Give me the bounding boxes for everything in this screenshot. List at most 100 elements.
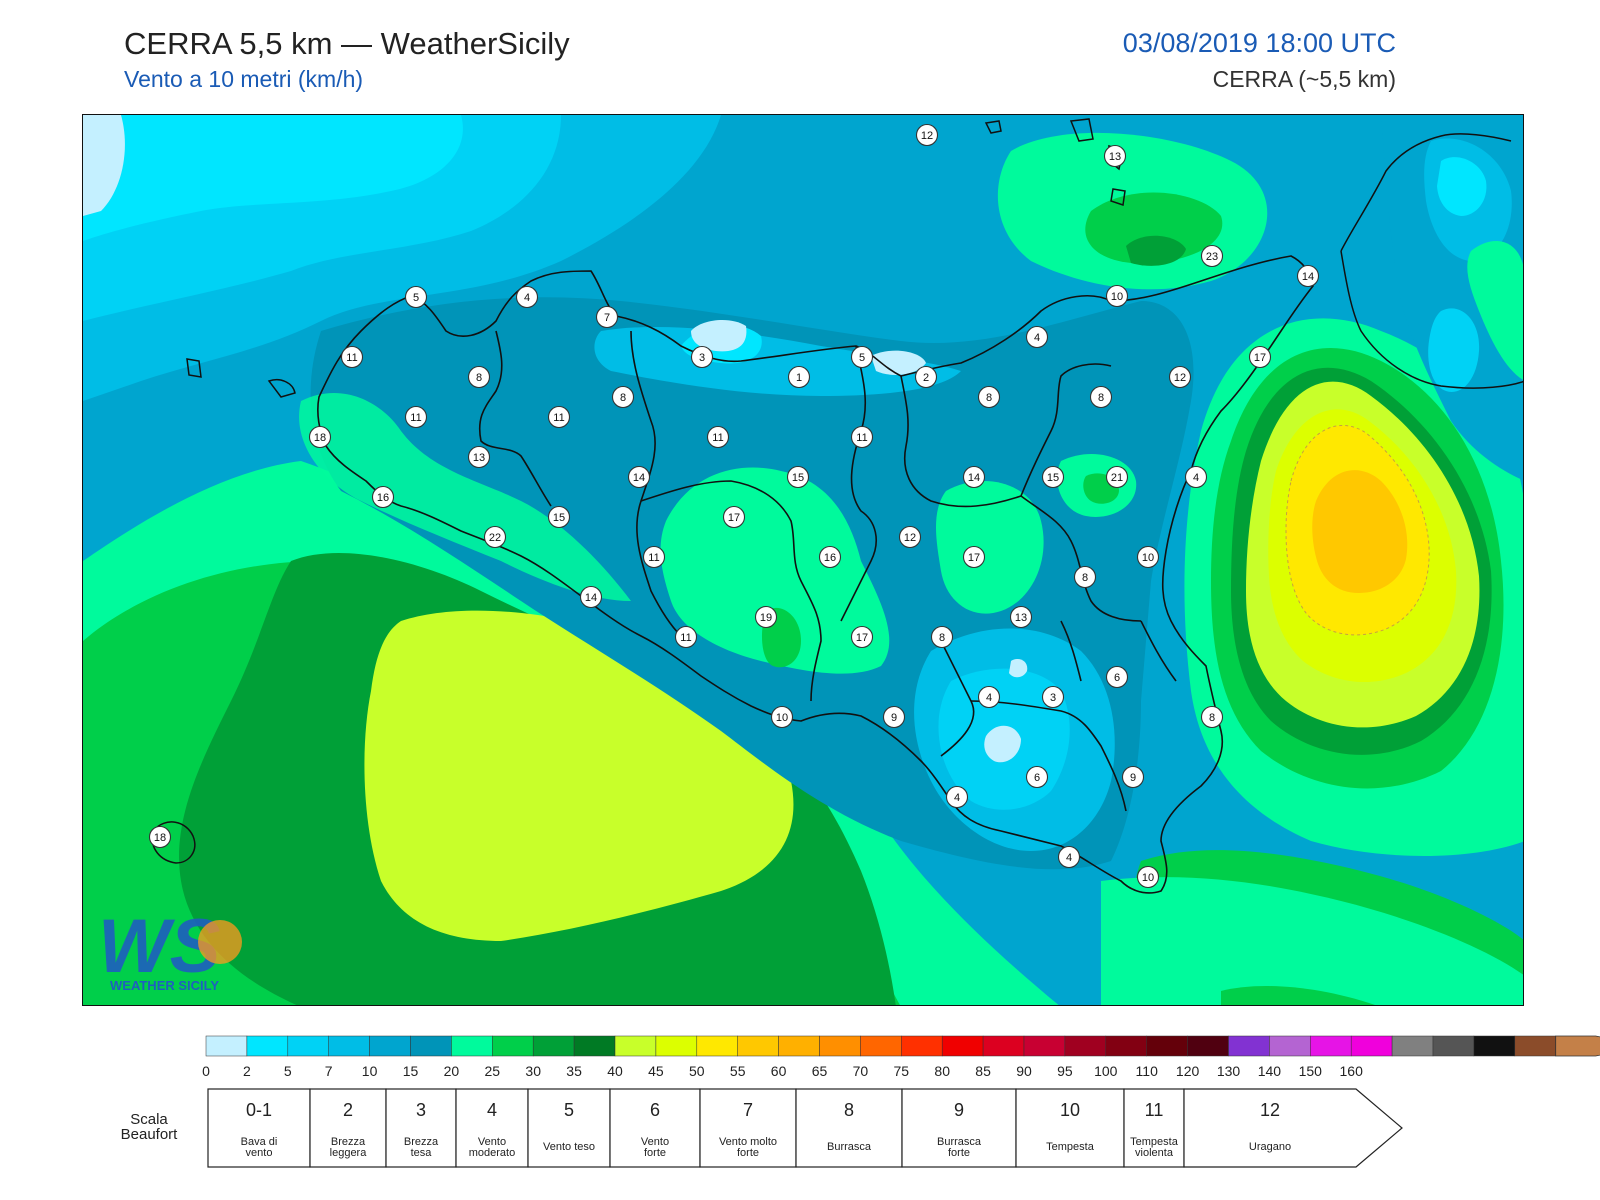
- wind-speed-marker: 10: [770, 705, 794, 729]
- wind-speed-value: 10: [1142, 552, 1154, 564]
- wind-marker-circle: [404, 285, 428, 309]
- wind-speed-marker: 13: [1009, 605, 1033, 629]
- wind-marker-circle: [1184, 465, 1208, 489]
- beaufort-cell: 6 Vento forte: [609, 1088, 701, 1168]
- wind-marker-circle: [1136, 545, 1160, 569]
- wind-speed-marker: 11: [340, 345, 364, 369]
- colorbar-tick-label: 70: [853, 1063, 869, 1079]
- wind-speed-value: 16: [377, 492, 389, 504]
- colorbar-tick-label: 20: [444, 1063, 460, 1079]
- wind-speed-value: 8: [1082, 572, 1088, 584]
- wind-speed-value: 11: [346, 352, 357, 364]
- wind-marker-circle: [515, 285, 539, 309]
- wind-marker-circle: [1103, 144, 1127, 168]
- wind-speed-value: 12: [921, 130, 933, 142]
- wind-marker-circle: [1041, 465, 1065, 489]
- wind-speed-value: 8: [1209, 712, 1215, 724]
- wind-speed-marker: 4: [1057, 845, 1081, 869]
- wind-marker-circle: [1009, 605, 1033, 629]
- wind-speed-marker: 11: [547, 405, 571, 429]
- wind-speed-marker: 16: [371, 485, 395, 509]
- wind-marker-circle: [1200, 244, 1224, 268]
- wind-marker-circle: [850, 425, 874, 449]
- wind-speed-value: 17: [968, 552, 980, 564]
- wind-speed-marker: 5: [850, 345, 874, 369]
- wind-speed-marker: 11: [706, 425, 730, 449]
- wind-marker-circle: [962, 465, 986, 489]
- beaufort-cell: 0-1 Bava di vento: [207, 1088, 311, 1168]
- wind-speed-marker: 15: [547, 505, 571, 529]
- wind-speed-marker: 10: [1136, 865, 1160, 889]
- colorbar-cell: [451, 1035, 493, 1057]
- colorbar-tick-label: 5: [284, 1063, 292, 1079]
- wind-marker-circle: [1041, 685, 1065, 709]
- wind-speed-value: 11: [712, 432, 723, 444]
- wind-speed-value: 4: [986, 692, 992, 704]
- beaufort-description: Uragano: [1249, 1141, 1291, 1153]
- beaufort-cell: 2 Brezza leggera: [309, 1088, 387, 1168]
- colorbar-tick-label: 130: [1217, 1063, 1241, 1079]
- colorbar-cell: [1514, 1035, 1556, 1057]
- beaufort-cell: 8 Burrasca: [795, 1088, 903, 1168]
- wind-speed-marker: 8: [1200, 705, 1224, 729]
- colorbar-tick-label: 0: [202, 1063, 210, 1079]
- wind-marker-circle: [690, 345, 714, 369]
- beaufort-cell: 4 Vento moderato: [455, 1088, 529, 1168]
- wind-speed-marker: 9: [882, 705, 906, 729]
- beaufort-description: Burrasca: [827, 1141, 872, 1153]
- weathersicily-logo: WS WEATHER SICILY: [96, 898, 256, 998]
- colorbar-tick-label: 110: [1136, 1063, 1159, 1079]
- wind-speed-marker: 4: [1025, 325, 1049, 349]
- wind-speed-value: 23: [1206, 251, 1218, 263]
- beaufort-number: 7: [743, 1100, 753, 1120]
- wind-marker-circle: [1121, 765, 1145, 789]
- colorbar-cell: [1228, 1035, 1270, 1057]
- wind-speed-value: 12: [904, 532, 916, 544]
- wind-marker-circle: [404, 405, 428, 429]
- wind-speed-marker: 11: [674, 625, 698, 649]
- wind-speed-value: 15: [553, 512, 565, 524]
- colorbar-tick-label: 45: [648, 1063, 664, 1079]
- wind-speed-marker: 17: [850, 625, 874, 649]
- colorbar-tick-label: 30: [525, 1063, 541, 1079]
- wind-marker-circle: [1105, 284, 1129, 308]
- wind-marker-circle: [1025, 325, 1049, 349]
- wind-speed-value: 10: [1111, 291, 1123, 303]
- wind-speed-value: 14: [585, 592, 597, 604]
- colorbar-cell: [696, 1035, 738, 1057]
- wind-marker-circle: [930, 625, 954, 649]
- wind-marker-circle: [915, 123, 939, 147]
- wind-marker-circle: [1168, 365, 1192, 389]
- wind-marker-circle: [595, 305, 619, 329]
- wind-map[interactable]: 12 13 23 14 10 5 4 7 4 11 3 5 17 8 1 2 12 8 8 8 11 11 18 11 11 13…: [82, 114, 1524, 1006]
- wind-speed-marker: 13: [1103, 144, 1127, 168]
- wind-marker-circle: [945, 785, 969, 809]
- beaufort-cell: 7 Vento molto forte: [699, 1088, 797, 1168]
- wind-speed-value: 9: [891, 712, 897, 724]
- beaufort-scale-label: Scala Beaufort: [120, 1111, 178, 1143]
- wind-speed-marker: 8: [1089, 385, 1113, 409]
- wind-speed-marker: 18: [308, 425, 332, 449]
- wind-marker-circle: [467, 365, 491, 389]
- colorbar-arrow: [1555, 1035, 1600, 1057]
- wind-speed-value: 11: [410, 412, 421, 424]
- wind-speed-marker: 8: [930, 625, 954, 649]
- wind-speed-marker: 11: [404, 405, 428, 429]
- wind-speed-marker: 4: [1184, 465, 1208, 489]
- wind-marker-circle: [1248, 345, 1272, 369]
- colorbar-tick-label: 40: [607, 1063, 623, 1079]
- wind-speed-marker: 17: [1248, 345, 1272, 369]
- wind-marker-circle: [962, 545, 986, 569]
- colorbar-tick-label: 7: [325, 1063, 333, 1079]
- colorbar-cell: [410, 1035, 452, 1057]
- wind-speed-value: 18: [314, 432, 326, 444]
- wind-speed-value: 13: [473, 452, 485, 464]
- wind-marker-circle: [977, 685, 1001, 709]
- wind-marker-circle: [371, 485, 395, 509]
- wind-marker-circle: [148, 825, 172, 849]
- wind-speed-value: 10: [776, 712, 788, 724]
- wind-speed-value: 6: [1034, 772, 1040, 784]
- colorbar-cell: [655, 1035, 698, 1057]
- wind-speed-value: 5: [413, 292, 419, 304]
- beaufort-cell: 5 Vento teso: [527, 1088, 611, 1168]
